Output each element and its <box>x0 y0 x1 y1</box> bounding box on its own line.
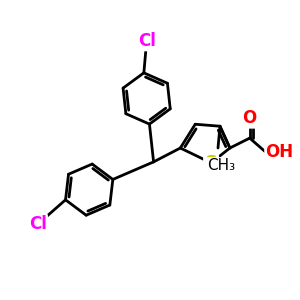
Text: O: O <box>243 109 257 127</box>
Text: CH₃: CH₃ <box>207 158 235 173</box>
Text: OH: OH <box>266 143 294 161</box>
Text: Cl: Cl <box>29 215 46 233</box>
Text: S: S <box>205 154 218 172</box>
Text: Cl: Cl <box>138 32 156 50</box>
